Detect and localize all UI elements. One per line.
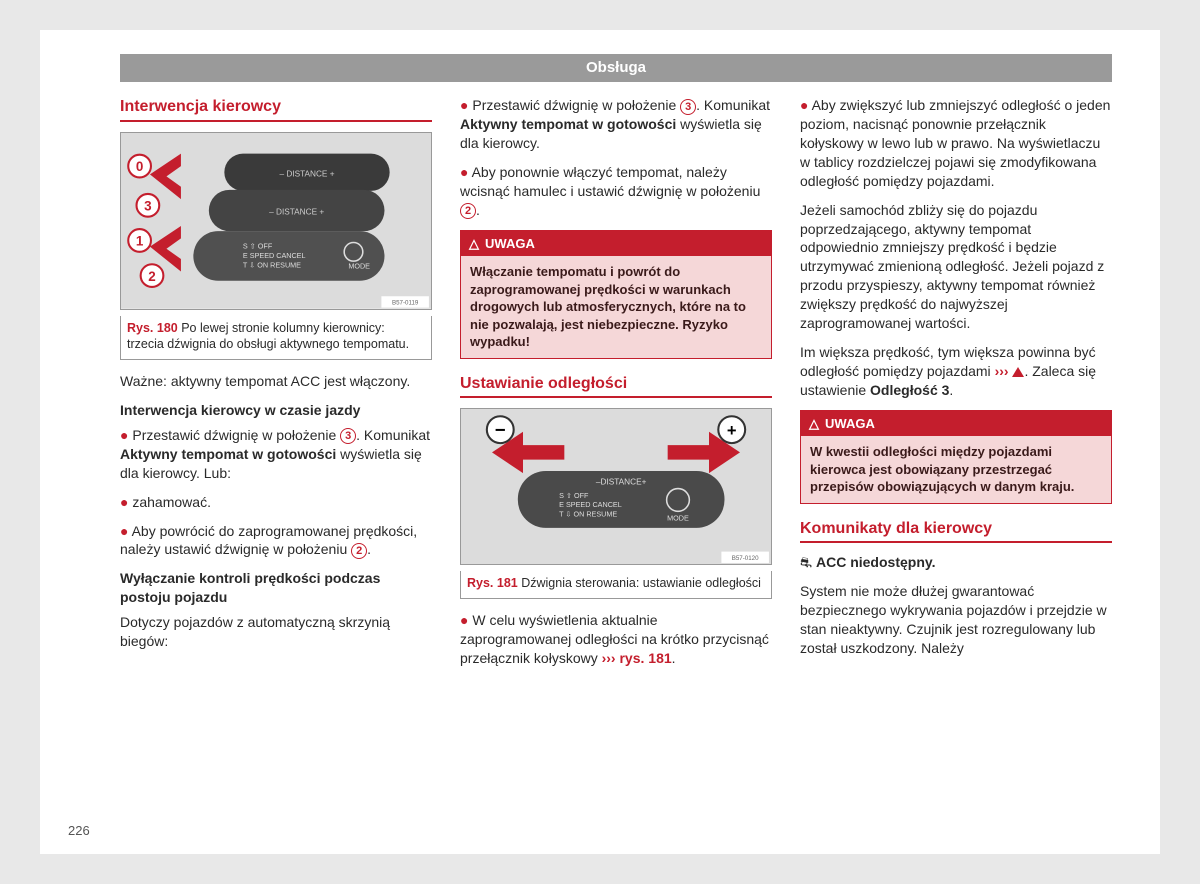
- page-number: 226: [68, 822, 90, 840]
- warning-triangle-icon: [1012, 367, 1024, 377]
- figure-181-text: Dźwignia sterowania: ustawianie odległoś…: [521, 576, 761, 590]
- figure-181-svg: –DISTANCE+ S ⇧ OFF E SPEED CANCEL T ⇩ ON…: [461, 409, 771, 564]
- figure-181-ref: Rys. 181: [467, 576, 518, 590]
- bullet-dot: ●: [120, 494, 128, 510]
- car-warning-icon: ⛐: [800, 554, 812, 570]
- column-right: ● Aby zwiększyć lub zmniejszyć odległość…: [800, 96, 1112, 678]
- circle-3: 3: [680, 99, 696, 115]
- figure-180-svg: – DISTANCE + – DISTANCE + S ⇧ OFF E SPEE…: [121, 133, 431, 309]
- para-important: Ważne: aktywny tempomat ACC jest włączon…: [120, 372, 432, 391]
- bullet-dot: ●: [460, 97, 468, 113]
- para-auto-gearbox: Dotyczy pojazdów z automatyczną skrzynią…: [120, 613, 432, 651]
- figure-181: –DISTANCE+ S ⇧ OFF E SPEED CANCEL T ⇩ ON…: [460, 408, 772, 565]
- svg-text:– DISTANCE +: – DISTANCE +: [279, 169, 334, 178]
- svg-text:–DISTANCE+: –DISTANCE+: [596, 478, 647, 487]
- circle-2: 2: [460, 203, 476, 219]
- figure-181-caption: Rys. 181 Dźwignia sterowania: ustawianie…: [460, 571, 772, 599]
- svg-text:E SPEED CANCEL: E SPEED CANCEL: [559, 501, 622, 510]
- svg-text:B57-0119: B57-0119: [392, 299, 419, 306]
- circle-2: 2: [351, 543, 367, 559]
- section-title-messages: Komunikaty dla kierowcy: [800, 518, 1112, 544]
- para-col3-1: Jeżeli samochód zbliży się do pojazdu po…: [800, 201, 1112, 333]
- svg-text:3: 3: [144, 198, 151, 213]
- svg-text:1: 1: [136, 233, 144, 248]
- warning-1-body: Włączanie tempomatu i powrót do zaprogra…: [461, 256, 771, 358]
- column-left: Interwencja kierowcy – DISTANCE + – DIST…: [120, 96, 432, 678]
- warning-2-body: W kwestii odległości między pojazdami ki…: [801, 436, 1111, 503]
- figure-180-ref: Rys. 180: [127, 321, 178, 335]
- subhead-stop: Wyłączanie kontroli prędkości podczas po…: [120, 569, 432, 607]
- svg-text:B57-0120: B57-0120: [732, 555, 759, 562]
- bullet-col2-1: ● Przestawić dźwignię w położenie 3. Kom…: [460, 96, 772, 153]
- bullet-col2-3: ● W celu wyświetlenia aktualnie zaprogra…: [460, 611, 772, 668]
- bullet-dot: ●: [120, 523, 128, 539]
- page-header: Obsługa: [120, 54, 1112, 82]
- warning-box-1: △UWAGA Włączanie tempomatu i powrót do z…: [460, 230, 772, 359]
- svg-text:T ⇩ ON RESUME: T ⇩ ON RESUME: [559, 510, 617, 519]
- svg-text:+: +: [727, 421, 737, 440]
- svg-text:2: 2: [148, 269, 155, 284]
- bullet-dot: ●: [120, 427, 128, 443]
- circle-3: 3: [340, 428, 356, 444]
- svg-text:T ⇩ ON RESUME: T ⇩ ON RESUME: [243, 260, 301, 269]
- figure-180-caption: Rys. 180 Po lewej stronie kolumny kierow…: [120, 316, 432, 361]
- warning-icon: △: [809, 416, 819, 431]
- bullet-col1-1: ● Przestawić dźwignię w położenie 3. Kom…: [120, 426, 432, 483]
- para-col3-3: System nie może dłużej gwarantować bezpi…: [800, 582, 1112, 658]
- msg-acc-unavailable: ⛐ ACC niedostępny.: [800, 553, 1112, 572]
- warning-2-head: △UWAGA: [801, 411, 1111, 437]
- warning-icon: △: [469, 236, 479, 251]
- bullet-col3-1: ● Aby zwiększyć lub zmniejszyć odległość…: [800, 96, 1112, 190]
- manual-page: Obsługa Interwencja kierowcy – DISTANCE …: [40, 30, 1160, 854]
- warning-1-head: △UWAGA: [461, 231, 771, 257]
- svg-text:S ⇧ OFF: S ⇧ OFF: [243, 242, 273, 251]
- svg-text:S ⇧ OFF: S ⇧ OFF: [559, 491, 589, 500]
- svg-text:MODE: MODE: [348, 261, 370, 270]
- warning-box-2: △UWAGA W kwestii odległości między pojaz…: [800, 410, 1112, 504]
- content-columns: Interwencja kierowcy – DISTANCE + – DIST…: [120, 96, 1112, 678]
- svg-text:0: 0: [136, 159, 143, 174]
- para-col3-2: Im większa prędkość, tym większa powinna…: [800, 343, 1112, 400]
- svg-text:MODE: MODE: [667, 514, 689, 523]
- section-title-distance: Ustawianie odległości: [460, 373, 772, 399]
- column-middle: ● Przestawić dźwignię w położenie 3. Kom…: [460, 96, 772, 678]
- bullet-dot: ●: [800, 97, 808, 113]
- subhead-during-drive: Interwencja kierowcy w czasie jazdy: [120, 401, 432, 420]
- figure-180: – DISTANCE + – DISTANCE + S ⇧ OFF E SPEE…: [120, 132, 432, 310]
- bullet-col1-2: ● zahamować.: [120, 493, 432, 512]
- svg-text:– DISTANCE +: – DISTANCE +: [269, 207, 324, 216]
- svg-text:−: −: [495, 419, 506, 440]
- bullet-col2-2: ● Aby ponownie włączyć tempomat, należy …: [460, 163, 772, 220]
- section-title-intervention: Interwencja kierowcy: [120, 96, 432, 122]
- svg-text:E SPEED CANCEL: E SPEED CANCEL: [243, 251, 306, 260]
- bullet-dot: ●: [460, 612, 468, 628]
- ref-rys181: ››› rys. 181: [602, 650, 672, 666]
- bullet-dot: ●: [460, 164, 468, 180]
- bullet-col1-3: ● Aby powrócić do zaprogramowanej prędko…: [120, 522, 432, 560]
